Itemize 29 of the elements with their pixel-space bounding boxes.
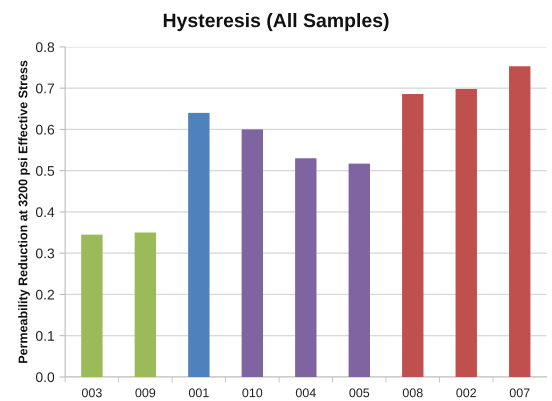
y-tick-label: 0.6 — [36, 124, 54, 135]
bar — [402, 94, 424, 377]
y-axis-title: Permeability Reduction at 3200 psi Effective Stress — [18, 60, 30, 363]
x-tick-label: 007 — [510, 388, 530, 398]
bar — [81, 234, 103, 377]
y-tick-label: 0.0 — [36, 372, 54, 382]
bar — [456, 88, 477, 377]
bar — [295, 158, 317, 377]
x-tick-label: 004 — [296, 388, 316, 398]
y-tick-label: 0.3 — [36, 248, 54, 258]
y-tick-label: 0.7 — [36, 84, 54, 94]
bar — [134, 232, 156, 377]
y-tick-label: 0.2 — [36, 290, 54, 300]
y-tick-label: 0.1 — [36, 331, 54, 341]
y-tick-label: 0.5 — [36, 166, 54, 176]
x-tick-label: 002 — [456, 388, 476, 398]
chart-title: Hysteresis (All Samples) — [164, 12, 389, 32]
bar — [242, 129, 264, 377]
bar — [188, 112, 210, 377]
bar — [348, 164, 370, 377]
y-tick-label: 0.8 — [36, 42, 54, 52]
y-tick-label: 0.4 — [36, 207, 54, 218]
x-tick-label: 010 — [242, 388, 262, 398]
x-tick-label: 008 — [402, 388, 423, 398]
x-tick-label: 009 — [135, 388, 156, 398]
x-tick-label: 003 — [82, 388, 102, 398]
x-tick-label: 001 — [188, 388, 209, 398]
x-tick-label: 005 — [349, 388, 370, 398]
bar — [509, 66, 530, 377]
